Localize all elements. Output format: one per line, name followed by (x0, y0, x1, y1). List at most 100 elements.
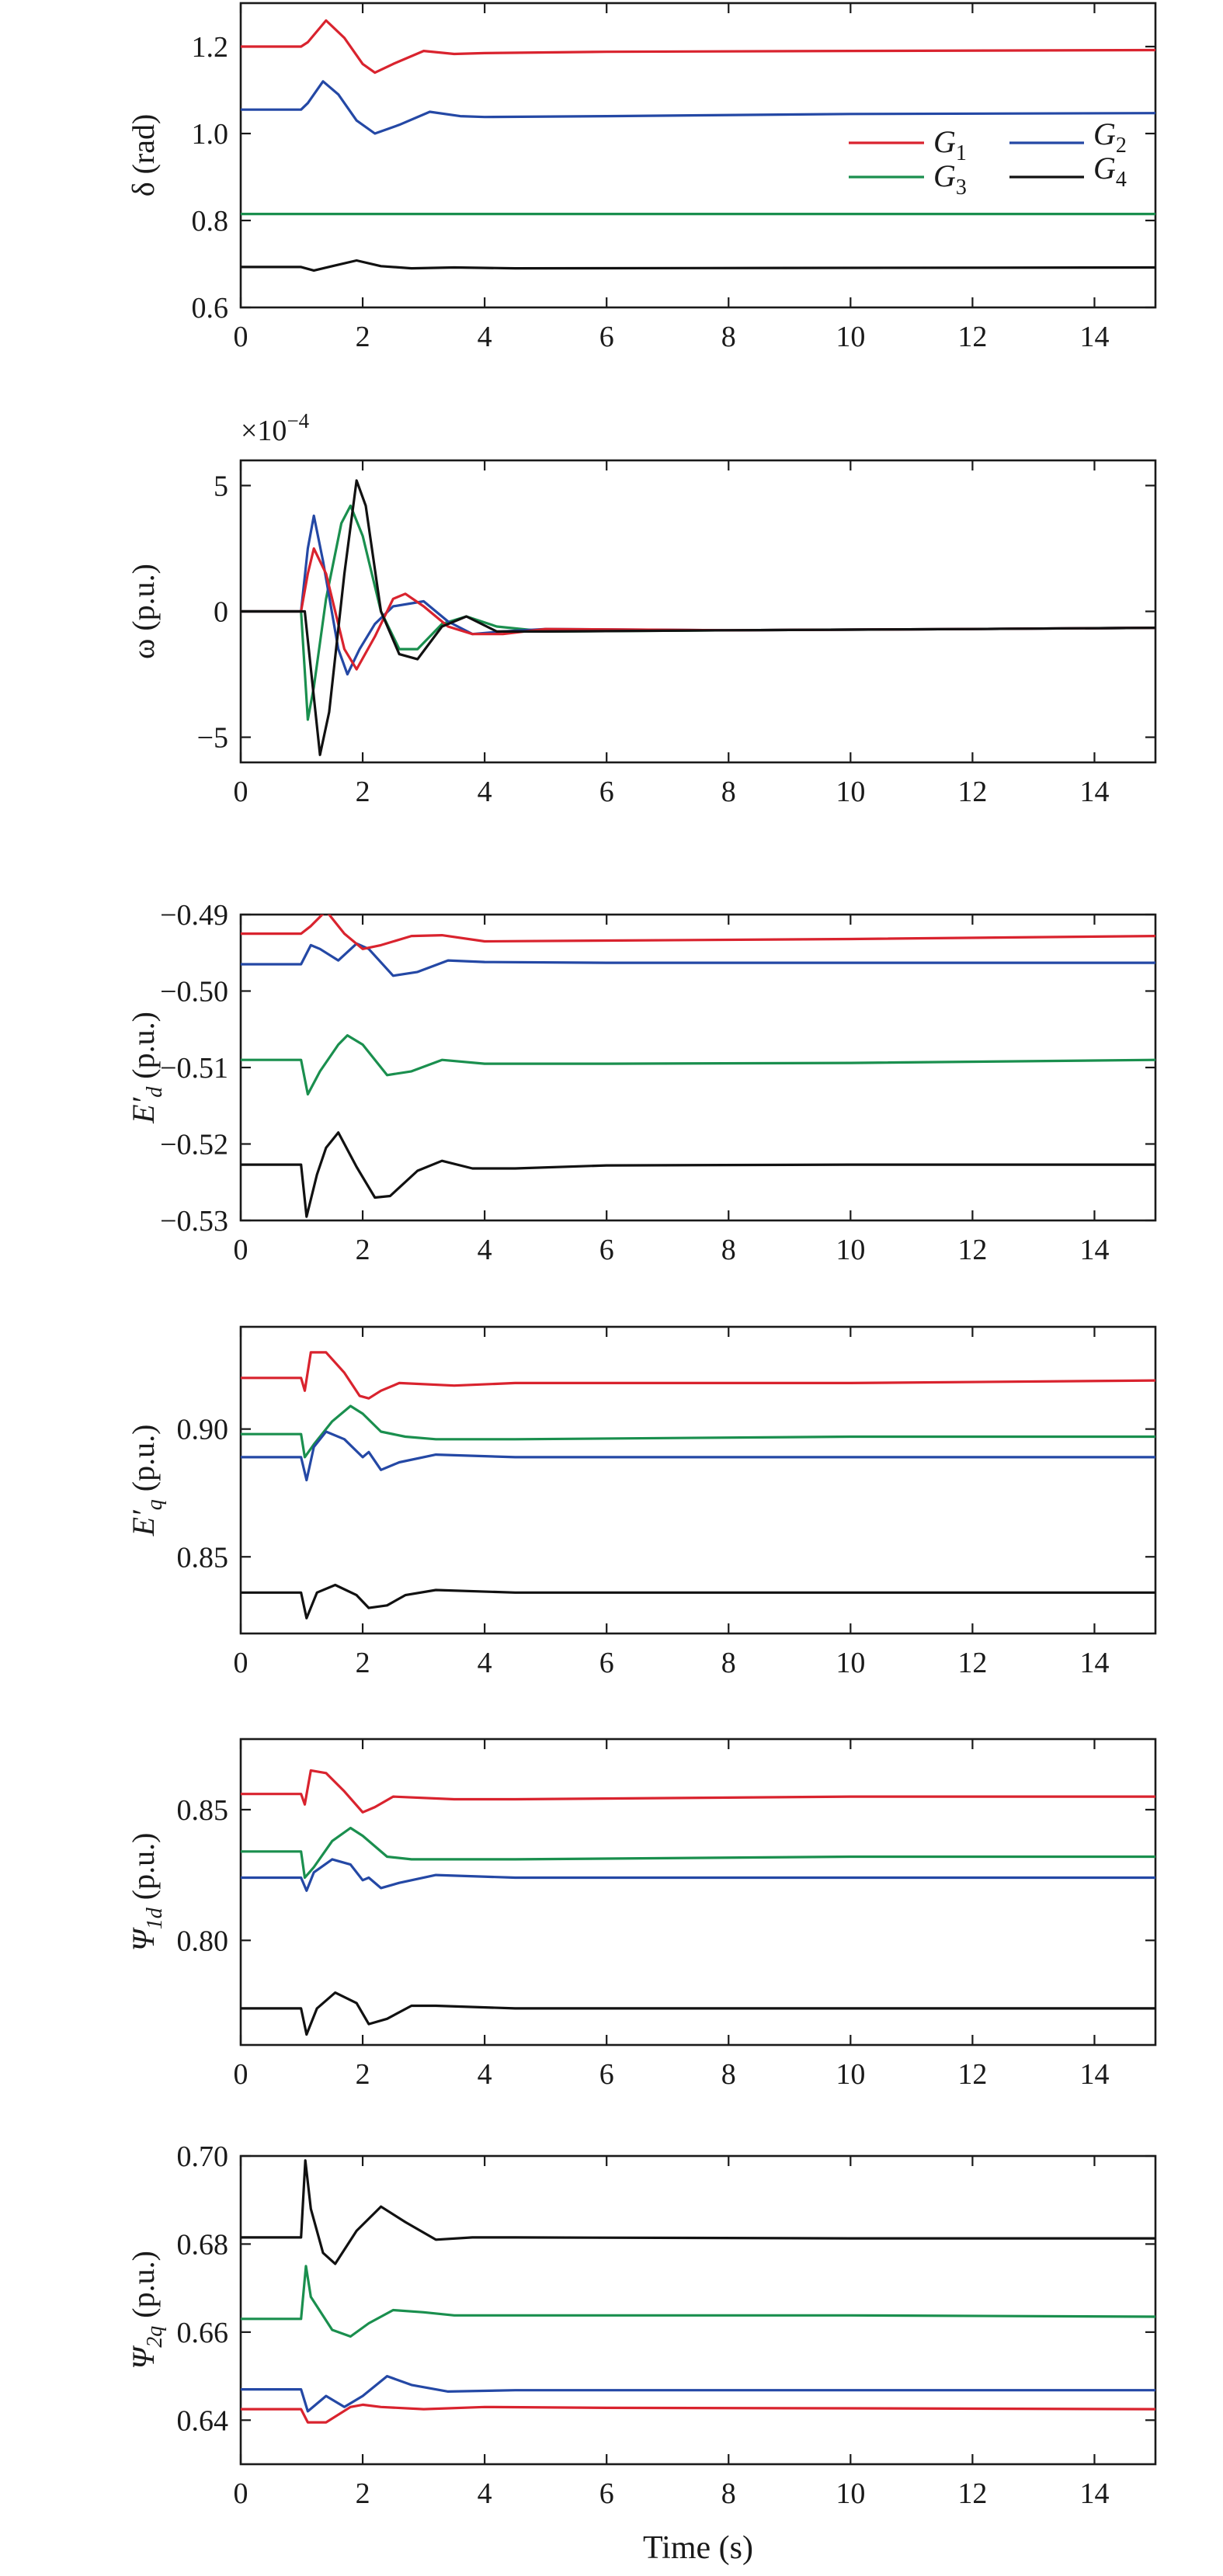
x-tick-label: 8 (721, 1647, 736, 1679)
series-line-g1 (241, 1351, 1155, 1400)
series-line-g3 (241, 1404, 1155, 1459)
x-tick-label: 6 (599, 776, 614, 808)
y-tick-label: 0.70 (177, 2140, 229, 2173)
series-line-g1 (241, 915, 1155, 950)
series-line-g3 (241, 2265, 1155, 2338)
x-tick-label: 14 (1079, 2058, 1109, 2091)
x-tick-label: 12 (957, 321, 987, 353)
x-tick-label: 10 (836, 776, 865, 808)
x-tick-label: 14 (1079, 321, 1109, 353)
y-tick-label: 0.80 (177, 1925, 229, 1957)
y-multiplier-base: ×10 (241, 415, 287, 447)
y-tick-label: 0.68 (177, 2228, 229, 2261)
x-tick-label: 6 (599, 1647, 614, 1679)
x-tick-label: 4 (478, 1234, 492, 1266)
y-axis-label-unit: (p.u.) (126, 1833, 161, 1908)
x-tick-label: 4 (478, 1647, 492, 1679)
series-line-g4 (241, 1583, 1155, 1620)
series-line-g3 (241, 1034, 1155, 1096)
plot-frame (239, 2, 1157, 309)
x-tick-label: 2 (356, 776, 370, 808)
series-line-g1 (241, 2403, 1155, 2424)
x-tick-label: 0 (234, 2477, 248, 2510)
series-line-g4 (241, 259, 1155, 272)
plot-frame (239, 1325, 1157, 1635)
x-tick-label: 6 (599, 2058, 614, 2091)
x-tick-label: 10 (836, 1234, 865, 1266)
y-axis-label: Ψ1d (p.u.) (126, 1833, 167, 1952)
series-line-g2 (241, 2375, 1155, 2413)
x-tick-label: 0 (234, 321, 248, 353)
x-tick-label: 0 (234, 1647, 248, 1679)
legend-label-letter: G (1093, 151, 1116, 186)
y-tick-label: −0.51 (160, 1052, 228, 1085)
y-tick-label: 5 (214, 470, 228, 502)
x-tick-label: 6 (599, 1234, 614, 1266)
x-tick-label: 8 (721, 776, 736, 808)
x-tick-label: 2 (356, 321, 370, 353)
series-line-g1 (241, 1769, 1155, 1814)
y-tick-label: 1.2 (192, 31, 229, 64)
x-tick-label: 14 (1079, 776, 1109, 808)
y-tick-label: 0.85 (177, 1541, 229, 1574)
x-tick-label: 4 (478, 321, 492, 353)
plot-frame (239, 1738, 1157, 2047)
x-tick-label: 2 (356, 1647, 370, 1679)
legend-label-g3: G3 (933, 158, 967, 200)
y-axis-label-unit: (p.u.) (126, 1012, 161, 1087)
chart-panel-3: 0 2 4 6 8 10 12 14 −0.53 −0.52 −0.51 −0.50 −0.49 E′d … (126, 899, 1157, 1266)
x-tick-label: 8 (721, 2477, 736, 2510)
y-axis-label-symbol: E′ (126, 1509, 161, 1536)
y-axis-label-subscript: 1d (143, 1907, 167, 1929)
legend-label-index: 4 (1116, 168, 1127, 192)
legend-label-g1: G1 (933, 124, 967, 165)
legend-label-index: 2 (1116, 134, 1127, 158)
x-tick-label: 14 (1079, 2477, 1109, 2510)
y-axis-label-subscript: d (143, 1086, 167, 1098)
chart-panel-5: 0 2 4 6 8 10 12 14 0.80 0.85 Ψ1d (p.u.) (126, 1738, 1157, 2091)
series-line-g4 (241, 1131, 1155, 1218)
x-tick-label: 8 (721, 1234, 736, 1266)
x-tick-label: 12 (957, 2058, 987, 2091)
y-tick-label: 0 (214, 596, 228, 629)
x-tick-label: 0 (234, 1234, 248, 1266)
y-axis-label: δ (rad) (126, 114, 161, 197)
series-line-g1 (241, 19, 1155, 75)
series-line-g3 (241, 504, 1155, 721)
x-tick-label: 2 (356, 2058, 370, 2091)
y-multiplier-label: ×10−4 (241, 409, 310, 447)
y-tick-label: −5 (197, 722, 228, 755)
x-tick-label: 6 (599, 321, 614, 353)
series-line-g1 (241, 547, 1155, 671)
series-line-g2 (241, 80, 1155, 135)
x-tick-label: 10 (836, 2058, 865, 2091)
x-tick-label: 12 (957, 1234, 987, 1266)
y-tick-label: −0.50 (160, 976, 228, 1009)
x-tick-label: 12 (957, 1647, 987, 1679)
y-axis-label-symbol: E′ (126, 1096, 161, 1123)
y-tick-label: 0.85 (177, 1794, 229, 1827)
y-tick-label: 0.6 (192, 292, 229, 325)
y-tick-label: 0.8 (192, 205, 229, 238)
series-line-g4 (241, 479, 1155, 756)
x-axis-label: Time (s) (643, 2530, 753, 2566)
x-tick-label: 4 (478, 2477, 492, 2510)
legend-label-letter: G (933, 124, 956, 159)
series-line-g2 (241, 942, 1155, 977)
y-tick-label: 0.64 (177, 2404, 229, 2437)
y-axis-label-unit: (p.u.) (126, 1425, 161, 1500)
y-axis-label-symbol: Ψ (126, 2345, 161, 2369)
x-tick-label: 2 (356, 2477, 370, 2510)
y-multiplier-exponent: −4 (287, 409, 309, 432)
y-axis-label: E′d (p.u.) (126, 1012, 167, 1124)
legend-label-index: 3 (956, 175, 967, 200)
y-axis-label: E′q (p.u.) (126, 1425, 167, 1537)
y-tick-label: −0.53 (160, 1205, 228, 1238)
y-axis-label: ω (p.u.) (126, 564, 161, 659)
chart-panel-4: 0 2 4 6 8 10 12 14 0.85 0.90 E′q (p.u.) (126, 1325, 1157, 1679)
chart-panel-6: 0 2 4 6 8 10 12 14 0.64 0.66 0.68 0.70 Ψ2q (p.u.) (126, 2140, 1157, 2510)
x-tick-label: 12 (957, 2477, 987, 2510)
